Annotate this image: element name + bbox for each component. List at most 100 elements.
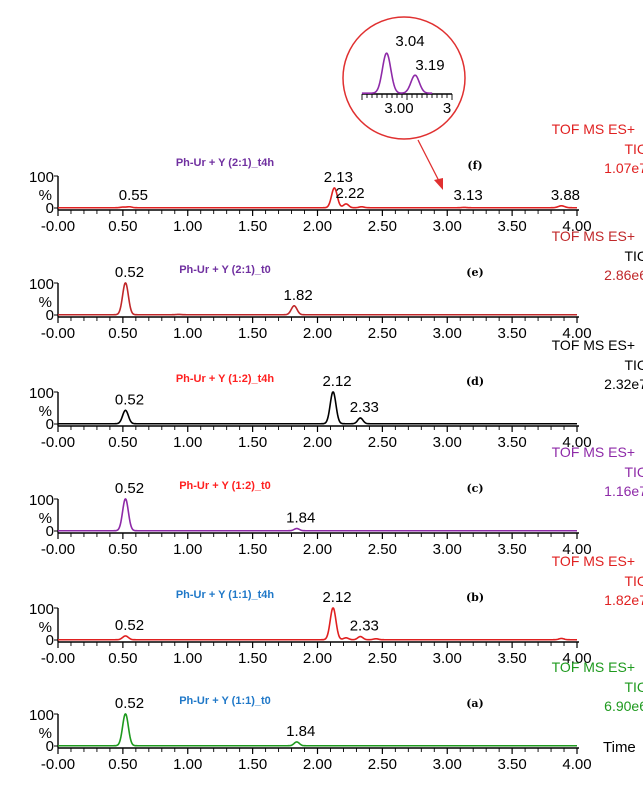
panel-title: Ph-Ur + Y (1:2)_t4h (176, 373, 275, 385)
x-tick-label: 4.00 (562, 434, 591, 451)
x-tick-label: 3.50 (498, 325, 527, 342)
x-tick-label: 3.50 (498, 756, 527, 773)
x-tick-label: 1.50 (238, 218, 267, 235)
panel-letter: (f) (467, 159, 482, 172)
x-tick-label: -0.00 (41, 756, 75, 773)
peak-label: 0.52 (115, 391, 144, 408)
peak-label: 0.55 (119, 187, 148, 204)
inset-arrowhead (434, 178, 443, 190)
x-tick-label: 0.50 (108, 756, 137, 773)
x-tick-label: 1.00 (173, 218, 202, 235)
inset-tick-label: 3.00 (384, 100, 413, 117)
panel-letter: (a) (466, 697, 484, 710)
x-tick-label: 3.50 (498, 541, 527, 558)
peak-label: 0.52 (115, 617, 144, 634)
x-tick-label: -0.00 (41, 434, 75, 451)
y-tick-label-100: 100 (29, 707, 54, 724)
x-tick-label: 2.50 (368, 756, 397, 773)
detector-intensity: 2.86e6 (604, 267, 643, 283)
peak-label: 3.88 (551, 187, 580, 204)
peak-label: 0.52 (115, 480, 144, 497)
x-tick-label: 1.50 (238, 650, 267, 667)
peak-label: 2.13 (324, 169, 353, 186)
x-tick-label: 2.50 (368, 541, 397, 558)
x-tick-label: 3.00 (433, 541, 462, 558)
y-tick-label-0: 0 (46, 738, 54, 755)
x-tick-label: 3.50 (498, 218, 527, 235)
x-tick-label: 4.00 (562, 325, 591, 342)
x-tick-label: 2.00 (303, 434, 332, 451)
y-axis-percent-label: % (39, 510, 52, 527)
y-tick-label-0: 0 (46, 523, 54, 540)
panel-title: Ph-Ur + Y (1:1)_t0 (179, 695, 271, 707)
peak-label: 1.84 (286, 510, 315, 527)
detector-mode: TOF MS ES+ (552, 228, 635, 244)
x-tick-label: 1.00 (173, 756, 202, 773)
x-tick-label: 2.50 (368, 650, 397, 667)
peak-label: 2.22 (335, 185, 364, 202)
peak-label: 3.13 (454, 187, 483, 204)
peak-label: 2.33 (350, 618, 379, 635)
detector-tic: TIC (624, 573, 643, 589)
inset-arrow (417, 139, 441, 184)
x-tick-label: 3.00 (433, 756, 462, 773)
detector-tic: TIC (624, 357, 643, 373)
x-tick-label: 1.00 (173, 650, 202, 667)
x-tick-label: 4.00 (562, 218, 591, 235)
peak-label: 1.84 (286, 723, 315, 740)
x-tick-label: 4.00 (562, 541, 591, 558)
detector-mode: TOF MS ES+ (552, 659, 635, 675)
x-tick-label: 4.00 (562, 650, 591, 667)
peak-label: 2.12 (322, 373, 351, 390)
y-tick-label-0: 0 (46, 200, 54, 217)
peak-label: 2.33 (350, 399, 379, 416)
x-tick-label: 3.00 (433, 650, 462, 667)
x-tick-label: -0.00 (41, 325, 75, 342)
panel-title: Ph-Ur + Y (2:1)_t0 (179, 264, 271, 276)
x-tick-label: 2.50 (368, 218, 397, 235)
x-tick-label: 2.50 (368, 434, 397, 451)
peak-label: 1.82 (284, 287, 313, 304)
y-tick-label-0: 0 (46, 307, 54, 324)
panel-letter: (c) (466, 482, 483, 495)
chromatogram-trace (58, 713, 577, 747)
inset-peak-label: 3.19 (415, 57, 444, 74)
y-tick-label-100: 100 (29, 385, 54, 402)
panel-title: Ph-Ur + Y (1:1)_t4h (176, 589, 275, 601)
x-tick-label: 1.50 (238, 434, 267, 451)
detector-mode: TOF MS ES+ (552, 553, 635, 569)
x-tick-label: 2.00 (303, 218, 332, 235)
inset-peak-label: 3.04 (395, 33, 424, 50)
y-tick-label-100: 100 (29, 492, 54, 509)
y-tick-label-0: 0 (46, 416, 54, 433)
detector-intensity: 2.32e7 (604, 376, 643, 392)
x-tick-label: 0.50 (108, 218, 137, 235)
peak-label: 2.12 (322, 589, 351, 606)
x-tick-label: 1.50 (238, 325, 267, 342)
x-tick-label: 3.00 (433, 218, 462, 235)
x-tick-label: 4.00 (562, 756, 591, 773)
detector-intensity: 1.16e7 (604, 483, 643, 499)
detector-tic: TIC (624, 679, 643, 695)
detector-intensity: 6.90e6 (604, 698, 643, 714)
x-tick-label: 3.00 (433, 325, 462, 342)
y-tick-label-100: 100 (29, 601, 54, 618)
inset-tick-label: 3 (443, 100, 451, 117)
x-tick-label: 2.00 (303, 756, 332, 773)
x-tick-label: 2.00 (303, 541, 332, 558)
peak-label: 0.52 (115, 264, 144, 281)
y-axis-percent-label: % (39, 187, 52, 204)
x-tick-label: 0.50 (108, 650, 137, 667)
x-tick-label: 3.50 (498, 434, 527, 451)
y-axis-percent-label: % (39, 294, 52, 311)
detector-intensity: 1.82e7 (604, 592, 643, 608)
x-tick-label: 0.50 (108, 325, 137, 342)
peak-label: 0.52 (115, 695, 144, 712)
x-tick-label: 2.50 (368, 325, 397, 342)
y-tick-label-100: 100 (29, 169, 54, 186)
chromatogram-trace (58, 187, 577, 209)
chromatogram-trace (58, 282, 577, 316)
panel-letter: (d) (466, 375, 484, 388)
x-tick-label: -0.00 (41, 218, 75, 235)
x-tick-label: -0.00 (41, 541, 75, 558)
